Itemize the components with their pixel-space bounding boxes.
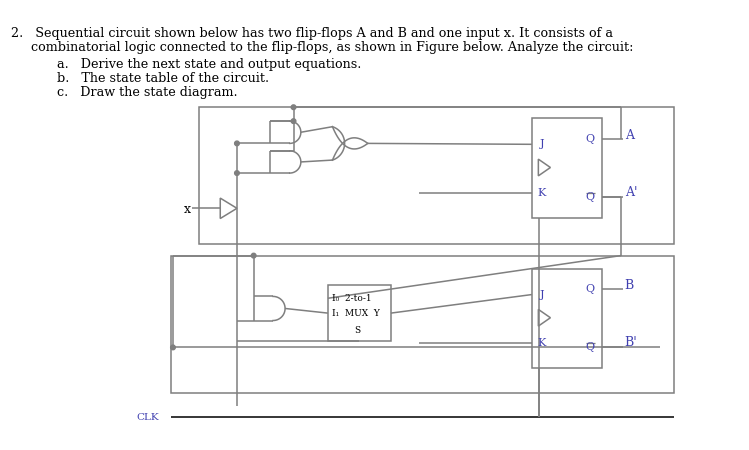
Text: J: J: [540, 140, 545, 149]
Text: K: K: [538, 338, 546, 348]
Circle shape: [171, 345, 175, 350]
Text: Q: Q: [586, 134, 595, 144]
Text: a.   Derive the next state and output equations.: a. Derive the next state and output equa…: [57, 58, 362, 71]
Circle shape: [252, 253, 256, 258]
Polygon shape: [220, 198, 237, 219]
Text: c.   Draw the state diagram.: c. Draw the state diagram.: [57, 86, 237, 99]
Text: Q: Q: [586, 342, 595, 352]
Text: CLK: CLK: [136, 414, 159, 423]
Circle shape: [234, 171, 239, 176]
Circle shape: [291, 119, 296, 123]
Text: x: x: [184, 203, 190, 216]
Text: S: S: [354, 326, 360, 335]
Circle shape: [291, 105, 296, 109]
Text: I₁  MUX  Y: I₁ MUX Y: [332, 309, 380, 318]
Circle shape: [234, 141, 239, 146]
Text: B: B: [625, 279, 634, 292]
Bar: [328, 285, 391, 341]
Text: J: J: [540, 289, 545, 300]
Bar: [199, 107, 674, 244]
Text: combinatorial logic connected to the flip-flops, as shown in Figure below. Analy: combinatorial logic connected to the fli…: [10, 41, 633, 54]
Bar: [532, 269, 602, 368]
Bar: [171, 256, 674, 393]
Text: Q: Q: [586, 284, 595, 294]
Text: A: A: [625, 129, 634, 142]
Polygon shape: [539, 310, 551, 326]
Text: I₀  2-to-1: I₀ 2-to-1: [332, 294, 372, 303]
Text: K: K: [538, 188, 546, 198]
Text: Q: Q: [586, 192, 595, 202]
Text: B': B': [625, 336, 637, 349]
Text: b.   The state table of the circuit.: b. The state table of the circuit.: [57, 72, 269, 85]
Polygon shape: [539, 159, 551, 176]
Text: A': A': [625, 186, 637, 199]
Bar: [532, 118, 602, 218]
Text: 2.   Sequential circuit shown below has two flip-flops A and B and one input x. : 2. Sequential circuit shown below has tw…: [10, 27, 613, 40]
